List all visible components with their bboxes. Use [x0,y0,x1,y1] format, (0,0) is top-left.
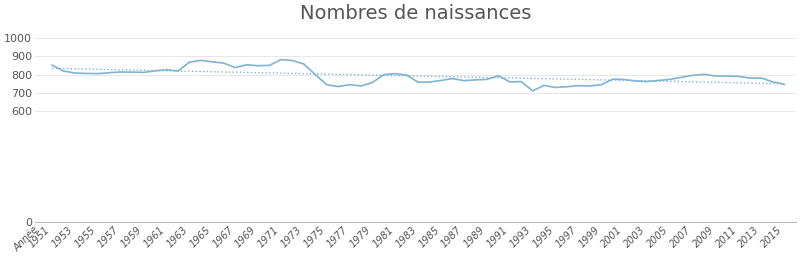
Title: Nombres de naissances: Nombres de naissances [300,4,531,23]
